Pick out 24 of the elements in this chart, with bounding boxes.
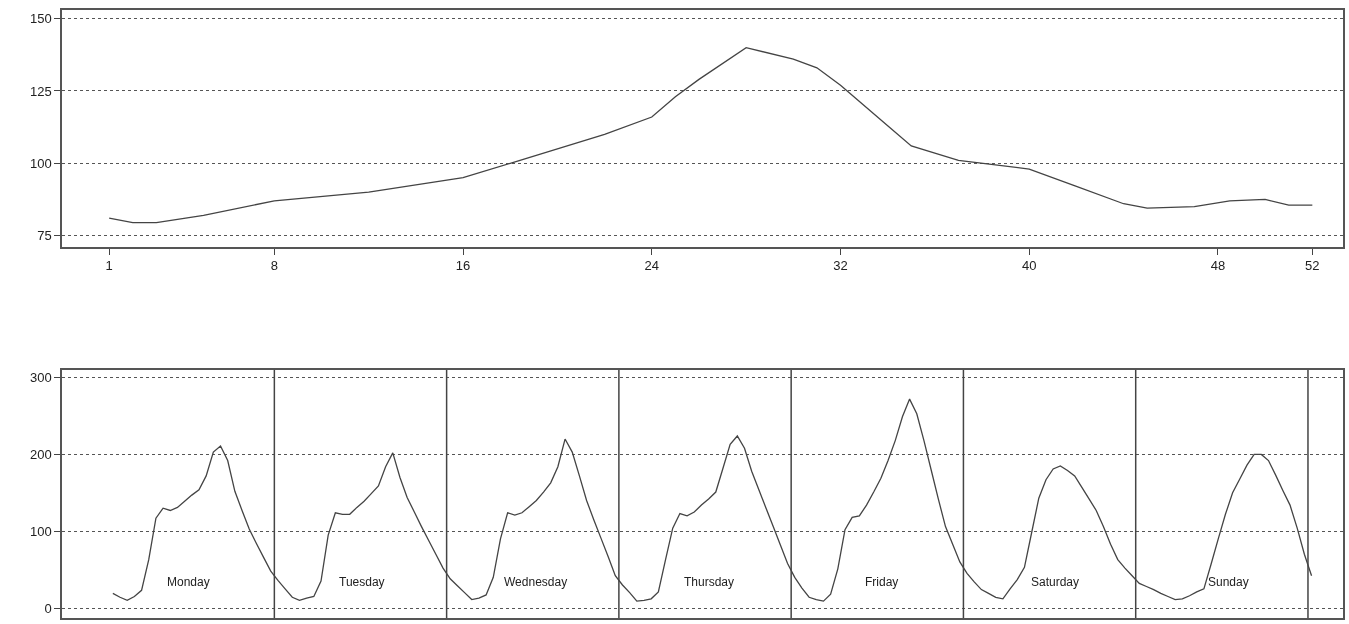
y-tick-label: 75	[37, 228, 52, 244]
y-tick-label: 100	[29, 523, 52, 539]
annotation: Monday	[167, 575, 210, 589]
x-tick-label: 52	[1305, 258, 1320, 274]
x-tick-label: 8	[270, 258, 278, 274]
x-tick-label: 24	[644, 258, 660, 274]
x-tick-label: 40	[1022, 258, 1037, 274]
x-tick-label: 16	[455, 258, 471, 274]
y-tick-label: 200	[29, 446, 52, 462]
x-tick-label: 48	[1210, 258, 1226, 274]
y-tick-label: 300	[29, 370, 52, 386]
annotation: Wednesday	[504, 575, 568, 589]
annotation: Friday	[865, 575, 899, 589]
x-tick-label: 1	[105, 258, 113, 274]
annotation: Sunday	[1208, 575, 1249, 589]
y-tick-label: 100	[29, 155, 52, 171]
y-tick-label: 125	[29, 83, 52, 99]
x-tick-label: 32	[833, 258, 848, 274]
annotation: Tuesday	[339, 575, 385, 589]
y-tick-label: 0	[44, 600, 52, 616]
line-series	[108, 46, 1313, 224]
y-tick-label: 150	[29, 11, 52, 27]
annotation: Saturday	[1031, 575, 1080, 589]
annotation: Thursday	[684, 575, 735, 589]
